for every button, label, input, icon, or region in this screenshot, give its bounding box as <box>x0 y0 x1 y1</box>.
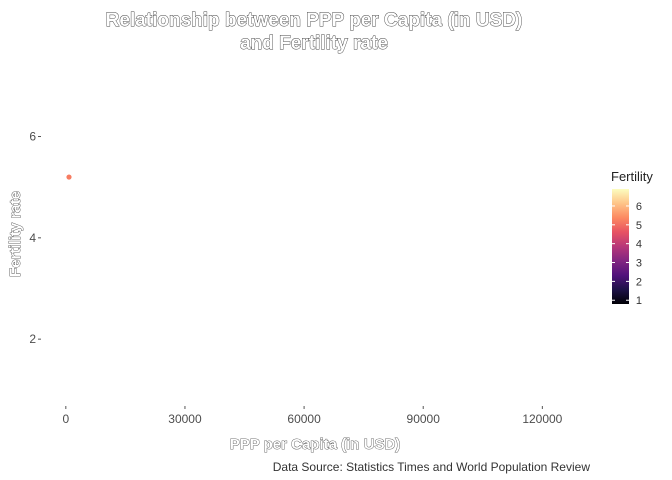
legend-ticks: 1 2 3 4 5 6 <box>612 201 642 307</box>
chart-caption: Data Source: Statistics Times and World … <box>273 460 591 474</box>
legend-tick-label: 3 <box>636 258 642 270</box>
legend-tick-label: 4 <box>636 239 642 251</box>
legend-tick-label: 2 <box>636 276 642 288</box>
y-tick-label: 6 <box>29 130 36 144</box>
plot-area: 2 4 6 0 30000 60000 90000 120000 <box>29 130 562 426</box>
legend-tick-label: 1 <box>636 295 642 307</box>
x-tick-label: 30000 <box>168 412 202 426</box>
chart-title-line-1: Relationship between PPP per Capita (in … <box>106 10 523 31</box>
y-tick-label: 2 <box>29 332 36 346</box>
y-axis: 2 4 6 <box>29 130 41 346</box>
x-axis-title: PPP per Capita (in USD) <box>230 436 401 453</box>
x-tick-label: 60000 <box>287 412 321 426</box>
y-tick-label: 4 <box>29 231 36 245</box>
legend-tick-label: 6 <box>636 201 642 213</box>
color-legend: Fertility 1 2 3 4 5 6 <box>611 169 653 307</box>
x-axis: 0 30000 60000 90000 120000 <box>62 406 563 426</box>
legend-tick-label: 5 <box>636 220 642 232</box>
x-tick-label: 0 <box>62 412 69 426</box>
x-tick-label: 90000 <box>407 412 441 426</box>
y-axis-title: Fertility rate <box>7 191 24 277</box>
data-points <box>66 174 72 180</box>
x-tick-label: 120000 <box>522 412 562 426</box>
chart-title-line-2: and Fertility rate <box>240 33 388 54</box>
data-point <box>66 174 72 180</box>
legend-colorbar <box>612 189 629 304</box>
legend-title: Fertility <box>611 169 653 184</box>
